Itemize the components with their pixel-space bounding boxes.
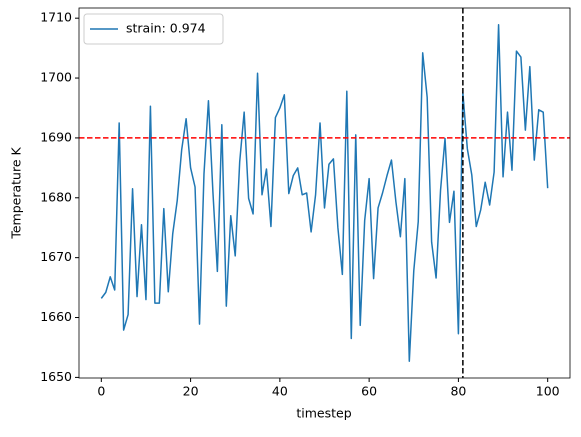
x-tick-label: 100 — [536, 384, 560, 399]
y-tick-label: 1700 — [40, 70, 72, 85]
legend-label: strain: 0.974 — [126, 21, 206, 36]
legend-box — [83, 13, 224, 45]
y-tick-label: 1650 — [40, 369, 72, 384]
y-tick-label: 1670 — [40, 249, 72, 264]
data-line — [100, 24, 549, 362]
y-tick-label: 1690 — [40, 129, 72, 144]
x-axis-label: timestep — [296, 406, 351, 421]
x-tick-label: 20 — [183, 384, 199, 399]
x-tick-label: 80 — [450, 384, 466, 399]
y-tick-label: 1680 — [40, 189, 72, 204]
y-axis-label: Temperature K — [9, 147, 24, 240]
axes-frame — [78, 7, 571, 379]
y-tick-label: 1710 — [40, 10, 72, 25]
x-tick-label: 60 — [361, 384, 377, 399]
x-tick-label: 40 — [272, 384, 288, 399]
x-tick-label: 0 — [97, 384, 105, 399]
y-tick-label: 1660 — [40, 309, 72, 324]
